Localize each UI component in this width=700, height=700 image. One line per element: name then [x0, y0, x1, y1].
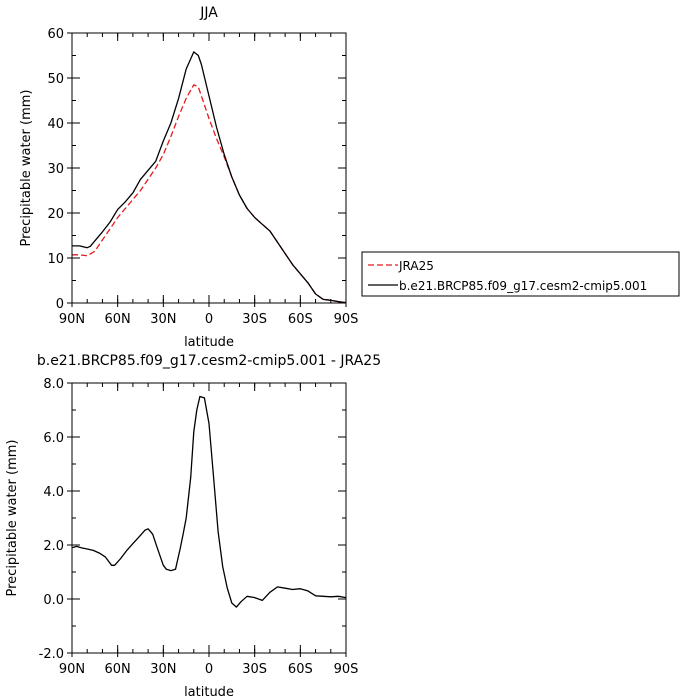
top-y-tick-label: 60 — [47, 27, 64, 42]
bottom-series-group — [71, 395, 347, 608]
bottom-chart-title: b.e21.BRCP85.f09_g17.cesm2-cmip5.001 - J… — [37, 353, 381, 369]
top-x-tick-label: 90S — [334, 312, 359, 327]
top-x-tick-label: 30S — [242, 312, 267, 327]
legend-label-jra25: JRA25 — [398, 259, 434, 273]
top-y-tick-label: 50 — [47, 72, 64, 87]
top-y-tick-label: 30 — [47, 162, 64, 177]
bottom-x-tick-label: 30N — [150, 662, 176, 677]
bottom-series-line-0 — [71, 395, 347, 608]
bottom-y-tick-label: 6.0 — [43, 431, 64, 446]
bottom-x-tick-label: 60N — [105, 662, 131, 677]
bottom-x-tick-label: 30S — [242, 662, 267, 677]
top-y-axis-label: Precipitable water (mm) — [19, 90, 34, 247]
top-series-group — [72, 51, 347, 304]
bottom-plot-frame — [71, 382, 347, 654]
top-x-tick-label: 0 — [205, 312, 213, 327]
top-y-tick-label: 40 — [47, 117, 64, 132]
top-y-tick-label: 20 — [47, 207, 64, 222]
top-panel: JJA 90N 60N 30N 0 30S 60S 90S 0 10 20 30 40 50 60 lat… — [19, 5, 358, 350]
top-y-tick-label: 0 — [56, 297, 64, 312]
legend-label-cesm2: b.e21.BRCP85.f09_g17.cesm2-cmip5.001 — [399, 279, 647, 293]
top-series-line-1 — [72, 51, 347, 304]
bottom-panel: b.e21.BRCP85.f09_g17.cesm2-cmip5.001 - J… — [5, 353, 381, 700]
top-y-tick-label: 10 — [47, 252, 64, 267]
bottom-y-tick-label: 0.0 — [43, 593, 64, 608]
legend: JRA25 b.e21.BRCP85.f09_g17.cesm2-cmip5.0… — [361, 251, 680, 297]
bottom-x-tick-label: 60S — [288, 662, 313, 677]
bottom-x-tick-label: 90S — [334, 662, 359, 677]
top-x-tick-label: 60N — [105, 312, 131, 327]
bottom-y-tick-label: 2.0 — [43, 539, 64, 554]
top-plot-frame — [71, 32, 347, 304]
bottom-y-tick-label: -2.0 — [39, 647, 64, 662]
top-chart-title: JJA — [199, 5, 218, 21]
top-x-tick-label: 90N — [59, 312, 85, 327]
top-x-axis-label: latitude — [184, 335, 234, 350]
bottom-y-tick-label: 4.0 — [43, 485, 64, 500]
bottom-x-tick-label: 0 — [205, 662, 213, 677]
bottom-y-axis-label: Precipitable water (mm) — [5, 440, 20, 597]
bottom-y-tick-label: 8.0 — [43, 377, 64, 392]
legend-box — [361, 251, 680, 297]
bottom-x-tick-label: 90N — [59, 662, 85, 677]
bottom-axes: 90N 60N 30N 0 30S 60S 90S -2.0 0.0 2.0 4.0 6.0 8.0 — [39, 377, 359, 677]
top-x-tick-label: 30N — [150, 312, 176, 327]
top-series-line-0 — [72, 84, 347, 304]
top-x-tick-label: 60S — [288, 312, 313, 327]
bottom-x-axis-label: latitude — [184, 685, 234, 700]
